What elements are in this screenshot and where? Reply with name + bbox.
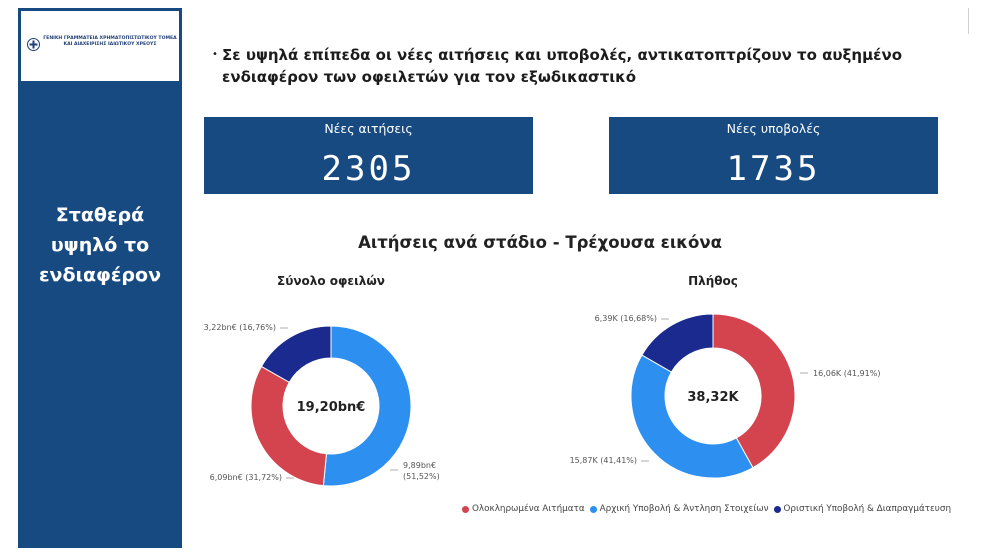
legend-label: Ολοκληρωμένα Αιτήματα bbox=[472, 504, 585, 514]
legend-dot-icon bbox=[589, 505, 597, 513]
chart-legend: Ολοκληρωμένα Αιτήματα Αρχική Υποβολή & Άν… bbox=[462, 504, 956, 514]
donut-slice bbox=[641, 313, 714, 373]
donut-slice bbox=[712, 313, 796, 469]
kpi-card-new-applications: Νέες αιτήσεις 2305 bbox=[204, 117, 533, 194]
legend-item: Οριστική Υποβολή & Διαπραγμάτευση bbox=[773, 504, 952, 514]
legend-dot-icon bbox=[462, 505, 469, 513]
data-label: 9,89bn€ (51,52%) bbox=[403, 461, 440, 481]
data-label-value: 9,89bn€ bbox=[403, 461, 436, 470]
kpi-value: 1735 bbox=[726, 149, 821, 189]
emblem-icon bbox=[27, 38, 40, 51]
donut-slice bbox=[322, 325, 412, 487]
data-label-percent: (51,52%) bbox=[403, 472, 440, 481]
kpi-value: 2305 bbox=[321, 149, 416, 189]
donut-center-label: 19,20bn€ bbox=[297, 400, 366, 415]
legend-item: Ολοκληρωμένα Αιτήματα bbox=[462, 504, 585, 514]
data-label: 16,06K (41,91%) bbox=[813, 369, 880, 378]
headline-line-1: Σε υψηλά επίπεδα οι νέες αιτήσεις και υπ… bbox=[222, 46, 903, 64]
donut-slice bbox=[260, 325, 332, 383]
donut-slice bbox=[250, 365, 327, 487]
sidebar-title-line-3: ενδιαφέρον bbox=[38, 264, 162, 286]
data-label: 3,22bn€ (16,76%) bbox=[204, 323, 276, 332]
legend-label: Αρχική Υποβολή & Άντληση Στοιχείων bbox=[599, 504, 769, 514]
headline: • Σε υψηλά επίπεδα οι νέες αιτήσεις και … bbox=[212, 44, 952, 88]
legend-item: Αρχική Υποβολή & Άντληση Στοιχείων bbox=[589, 504, 769, 514]
bullet-icon: • bbox=[212, 49, 218, 60]
logo-text: ΓΕΝΙΚΗ ΓΡΑΜΜΑΤΕΙΑ ΧΡΗΜΑΤΟΠΙΣΤΩΤΙΚΟΥ ΤΟΜΕ… bbox=[43, 36, 177, 48]
kpi-label: Νέες αιτήσεις bbox=[324, 121, 413, 136]
donut-slice bbox=[630, 354, 754, 479]
chart-title: Σύνολο οφειλών bbox=[277, 274, 385, 288]
data-label: 6,09bn€ (31,72%) bbox=[210, 473, 282, 482]
headline-line-2: ενδιαφέρον των οφειλετών για τον εξωδικα… bbox=[222, 68, 637, 86]
sidebar-title-line-1: Σταθερά bbox=[55, 204, 145, 226]
chart-title: Πλήθος bbox=[688, 274, 738, 288]
sidebar: ΓΕΝΙΚΗ ΓΡΑΜΜΑΤΕΙΑ ΧΡΗΜΑΤΟΠΙΣΤΩΤΙΚΟΥ ΤΟΜΕ… bbox=[18, 8, 182, 548]
data-label: 15,87K (41,41%) bbox=[570, 456, 637, 465]
logo-line-2: ΚΑΙ ΔΙΑΧΕΙΡΙΣΗΣ ΙΔΙΩΤΙΚΟΥ ΧΡΕΟΥΣ bbox=[63, 42, 157, 47]
legend-dot-icon bbox=[773, 505, 781, 513]
sidebar-title-line-2: υψηλό το bbox=[50, 234, 150, 256]
sidebar-title: Σταθερά υψηλό το ενδιαφέρον bbox=[18, 200, 182, 290]
kpi-card-new-submissions: Νέες υποβολές 1735 bbox=[609, 117, 938, 194]
section-title: Αιτήσεις ανά στάδιο - Τρέχουσα εικόνα bbox=[358, 233, 722, 252]
data-label: 6,39K (16,68%) bbox=[595, 314, 657, 323]
kpi-label: Νέες υποβολές bbox=[726, 121, 821, 136]
logo-line-1: ΓΕΝΙΚΗ ΓΡΑΜΜΑΤΕΙΑ ΧΡΗΜΑΤΟΠΙΣΤΩΤΙΚΟΥ ΤΟΜΕ… bbox=[43, 36, 177, 41]
donut-center-label: 38,32K bbox=[687, 390, 739, 405]
logo: ΓΕΝΙΚΗ ΓΡΑΜΜΑΤΕΙΑ ΧΡΗΜΑΤΟΠΙΣΤΩΤΙΚΟΥ ΤΟΜΕ… bbox=[21, 11, 179, 81]
legend-label: Οριστική Υποβολή & Διαπραγμάτευση bbox=[783, 504, 952, 514]
top-divider bbox=[968, 8, 969, 34]
